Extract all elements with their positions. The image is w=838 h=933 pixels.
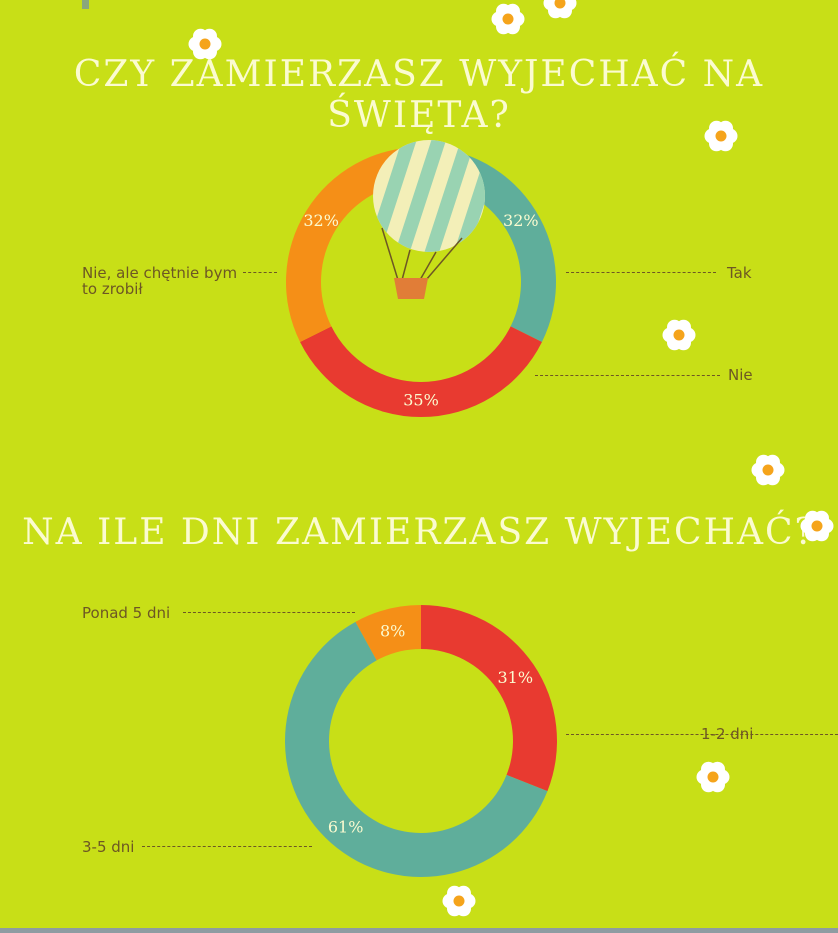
legend-label-nie: Nie bbox=[728, 366, 753, 384]
leader-line-3-5-dni bbox=[142, 846, 312, 847]
flower-icon bbox=[702, 117, 740, 159]
donut-slice-1 bbox=[421, 147, 556, 342]
leader-line-ponad-5-dni bbox=[183, 612, 355, 613]
slice-value-label-2: 61% bbox=[328, 818, 364, 837]
slice-value-label-1: 32% bbox=[503, 211, 539, 230]
flower-icon bbox=[660, 316, 698, 358]
legend-label-ponad-5-dni: Ponad 5 dni bbox=[82, 604, 171, 622]
donut-chart-holiday-travel: 32% 35% 32% bbox=[285, 147, 556, 417]
slice-value-label-3: 32% bbox=[303, 211, 339, 230]
hot-air-balloon-icon bbox=[373, 140, 485, 299]
legend-label-nie-ale: Nie, ale chętnie bym to zrobił bbox=[82, 264, 238, 298]
chart2-title: NA ILE DNI ZAMIERZASZ WYJECHAĆ? bbox=[22, 512, 816, 553]
donut-slice-2 bbox=[284, 621, 548, 878]
flower-icon bbox=[489, 0, 527, 42]
donut-slice-3 bbox=[355, 605, 421, 661]
flower-icon bbox=[186, 25, 224, 67]
flower-icon bbox=[694, 758, 732, 800]
leader-line-nie bbox=[535, 375, 720, 376]
flower-icon bbox=[798, 507, 836, 549]
legend-label-3-5-dni: 3-5 dni bbox=[82, 838, 135, 856]
legend-label-tak: Tak bbox=[727, 264, 752, 282]
chart1-title: CZY ZAMIERZASZ WYJECHAĆ NA ŚWIĘTA? bbox=[73, 54, 765, 136]
donut-chart-trip-length: 31% 61% 8% bbox=[284, 605, 557, 878]
bottom-divider bbox=[0, 928, 838, 933]
donut-slice-1 bbox=[421, 605, 557, 792]
flower-icon bbox=[440, 882, 478, 924]
leader-line-nie-ale bbox=[243, 272, 277, 273]
leader-line-1-2-dni bbox=[566, 734, 838, 735]
slice-value-label-2: 35% bbox=[403, 391, 439, 410]
donut-slice-2 bbox=[300, 326, 542, 417]
flower-icon bbox=[749, 451, 787, 493]
donut-slice-3 bbox=[285, 147, 421, 342]
leader-line-tak bbox=[566, 272, 716, 273]
flower-icon bbox=[541, 0, 579, 26]
slice-value-label-3: 8% bbox=[380, 622, 405, 641]
slice-value-label-1: 31% bbox=[498, 668, 534, 687]
corner-mark bbox=[82, 0, 89, 9]
